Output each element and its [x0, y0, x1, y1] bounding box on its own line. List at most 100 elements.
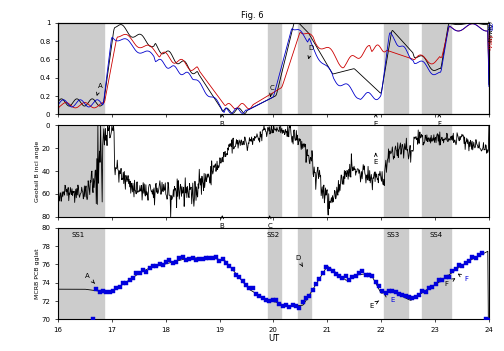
Point	[418, 288, 426, 294]
Point	[142, 269, 150, 274]
Point	[315, 276, 323, 282]
Point	[272, 298, 280, 303]
Bar	[421, 23, 451, 114]
Point	[92, 287, 100, 292]
Point	[125, 277, 134, 283]
Point	[332, 272, 340, 277]
Point	[162, 259, 170, 265]
Text: A: A	[85, 273, 95, 284]
Point	[365, 273, 373, 278]
Point	[219, 256, 227, 262]
Text: SS1: SS1	[72, 232, 85, 238]
Point	[438, 277, 447, 283]
Bar	[384, 125, 408, 217]
Text: SS3: SS3	[387, 232, 400, 238]
Point	[182, 257, 190, 262]
Point	[481, 316, 489, 322]
Point	[136, 270, 144, 276]
Bar	[268, 23, 282, 114]
Text: E: E	[373, 153, 378, 165]
Point	[232, 272, 240, 278]
Point	[355, 270, 363, 276]
Point	[189, 256, 197, 261]
Text: Fig. 6: Fig. 6	[241, 11, 263, 20]
Point	[478, 251, 486, 256]
Text: A: A	[97, 83, 102, 95]
Point	[385, 289, 393, 294]
Text: F: F	[437, 114, 442, 127]
Point	[319, 270, 327, 276]
Point	[202, 256, 210, 261]
Bar	[298, 228, 311, 319]
Point	[485, 317, 493, 323]
Text: C: C	[267, 216, 272, 229]
Point	[185, 256, 194, 262]
Point	[248, 285, 257, 291]
Text: Bz: Bz	[488, 21, 494, 30]
Text: F: F	[445, 279, 455, 286]
Point	[146, 265, 154, 271]
Bar	[384, 23, 408, 114]
Point	[412, 294, 420, 300]
Point	[269, 297, 277, 303]
Point	[99, 289, 107, 294]
Point	[152, 263, 160, 269]
Point	[265, 299, 273, 304]
Bar	[421, 228, 451, 319]
Text: E: E	[373, 114, 378, 127]
Point	[196, 256, 204, 262]
Text: B: B	[220, 114, 225, 127]
Point	[112, 286, 120, 291]
Point	[289, 303, 297, 308]
Point	[275, 302, 283, 307]
Point	[435, 278, 443, 283]
Point	[329, 268, 337, 274]
Text: E: E	[369, 301, 379, 309]
Point	[149, 263, 157, 269]
Text: –Vday: –Vday	[489, 33, 494, 50]
Point	[139, 267, 147, 273]
Point	[262, 297, 270, 303]
Point	[252, 291, 260, 297]
Point	[358, 268, 366, 273]
Point	[245, 286, 254, 291]
Point	[109, 288, 117, 294]
Point	[179, 254, 187, 260]
Point	[462, 260, 470, 265]
Point	[398, 292, 406, 298]
Point	[405, 294, 413, 300]
Point	[362, 272, 370, 277]
Point	[129, 275, 137, 281]
Point	[475, 253, 483, 258]
Point	[345, 277, 353, 282]
Point	[209, 255, 217, 260]
Point	[368, 274, 376, 279]
Bar	[384, 228, 408, 319]
Point	[408, 295, 416, 300]
Bar	[298, 125, 311, 217]
Point	[295, 305, 303, 310]
Point	[242, 282, 250, 288]
Point	[206, 255, 214, 260]
Point	[115, 284, 123, 290]
Point	[312, 281, 320, 287]
Point	[175, 256, 183, 261]
Text: D: D	[295, 255, 302, 266]
Point	[279, 303, 287, 309]
Y-axis label: Geotail B incl angle: Geotail B incl angle	[35, 140, 40, 202]
Point	[225, 263, 233, 269]
Point	[229, 266, 237, 272]
Point	[298, 299, 306, 304]
Point	[159, 263, 167, 268]
Point	[132, 270, 140, 276]
Point	[458, 263, 466, 269]
Point	[455, 262, 463, 267]
Point	[235, 274, 243, 280]
Text: F: F	[459, 274, 468, 282]
Point	[285, 304, 293, 310]
Point	[465, 258, 473, 264]
Point	[96, 289, 104, 295]
Text: E: E	[385, 294, 395, 303]
Point	[192, 257, 200, 263]
Text: –Newt07: –Newt07	[489, 19, 494, 43]
